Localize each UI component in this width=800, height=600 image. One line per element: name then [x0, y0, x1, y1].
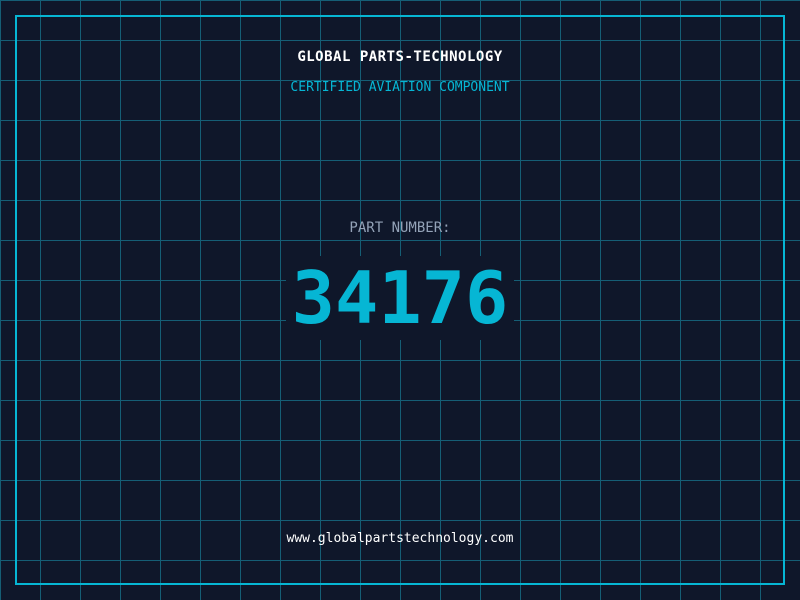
subtitle: CERTIFIED AVIATION COMPONENT	[290, 80, 510, 95]
website-link: www.globalpartstechnology.com	[286, 531, 514, 546]
part-number-display: 34176	[0, 256, 800, 340]
frame-border	[15, 15, 785, 585]
part-number-value: 34176	[285, 256, 515, 340]
part-number-label: PART NUMBER:	[349, 220, 451, 236]
company-name: GLOBAL PARTS-TECHNOLOGY	[297, 49, 503, 65]
